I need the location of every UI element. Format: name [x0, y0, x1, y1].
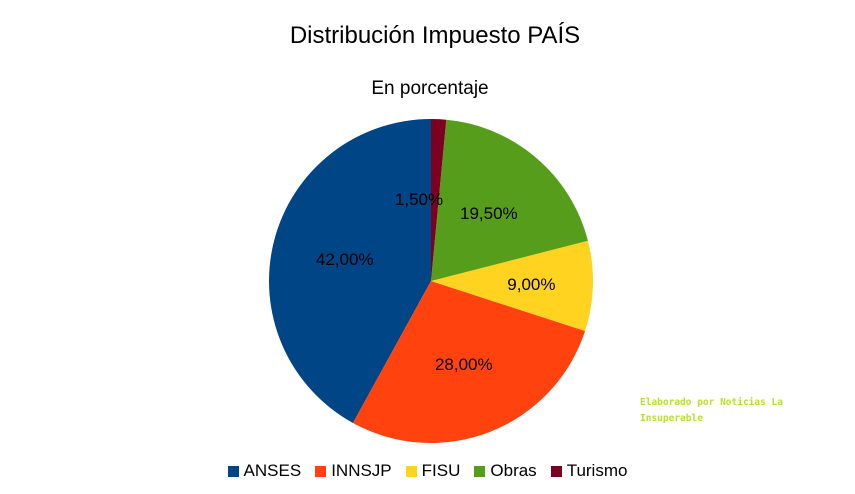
pie-slice-fisu	[431, 240, 593, 332]
watermark-line-1: Elaborado por Noticias La	[640, 397, 783, 408]
legend-item-innsjp: INNSJP	[315, 461, 392, 481]
pie-slice-obras	[431, 119, 588, 281]
legend-swatch-innsjp	[315, 465, 327, 477]
slice-label-obras: 19,50%	[460, 204, 518, 223]
watermark-credit: Elaborado por Noticias La Insuperable	[640, 395, 800, 427]
legend-label-fisu: FISU	[421, 461, 461, 480]
legend-label-obras: Obras	[490, 461, 537, 480]
legend-item-obras: Obras	[474, 461, 537, 481]
legend-label-innsjp: INNSJP	[331, 461, 392, 480]
chart-subtitle: En porcentaje	[371, 78, 489, 99]
slice-label-turismo: 1,50%	[395, 190, 443, 209]
legend-label-turismo: Turismo	[566, 461, 628, 480]
slice-label-fisu: 9,00%	[507, 275, 555, 294]
legend-swatch-turismo	[550, 465, 562, 477]
legend-swatch-obras	[474, 465, 486, 477]
chart-legend: ANSES INNSJP FISU Obras Turismo	[0, 461, 855, 481]
pie-slice-anses	[269, 119, 431, 423]
legend-item-anses: ANSES	[227, 461, 302, 481]
legend-item-turismo: Turismo	[550, 461, 628, 481]
slice-label-anses: 42,00%	[316, 250, 374, 269]
legend-label-anses: ANSES	[243, 461, 302, 480]
slice-label-innsjp: 28,00%	[435, 355, 493, 374]
watermark-line-2: Insuperable	[640, 413, 703, 424]
legend-item-fisu: FISU	[405, 461, 461, 481]
legend-swatch-fisu	[405, 465, 417, 477]
pie-slice-innsjp	[352, 281, 586, 443]
pie-slice-turismo	[431, 119, 447, 281]
legend-swatch-anses	[227, 465, 239, 477]
chart-title: Distribución Impuesto PAÍS	[289, 22, 581, 49]
